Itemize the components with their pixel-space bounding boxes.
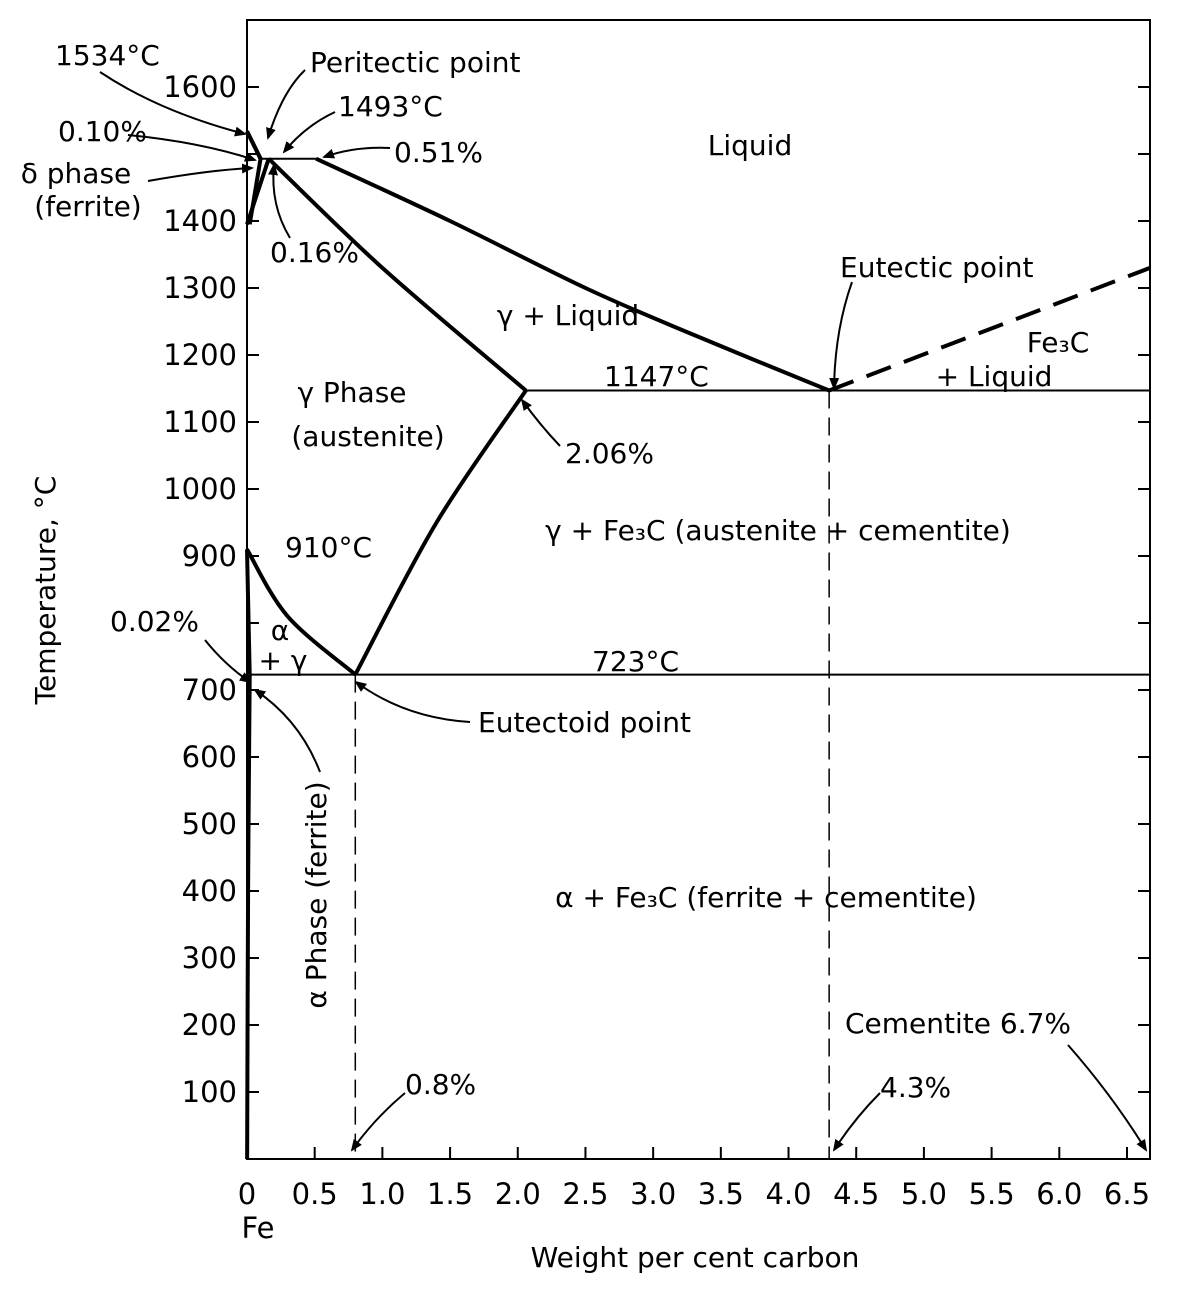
y-axis-title: Temperature, °C — [29, 476, 62, 706]
x-tick-label: 3.5 — [698, 1177, 744, 1211]
curve-delta-solidus — [245, 130, 263, 160]
annotation-arrows — [99, 69, 1148, 1152]
temp-910-label: 910°C — [285, 531, 372, 564]
y-tick-label: 1000 — [163, 472, 237, 506]
alpha-phase-region-label: α Phase (ferrite) — [300, 781, 333, 1008]
temp-1534-label: 1534°C — [55, 39, 160, 72]
pct-051-label: 0.51% — [394, 136, 483, 169]
liquid-region-label: Liquid — [708, 129, 792, 162]
fe3c-liquid-region-label-line2: + Liquid — [936, 360, 1053, 393]
y-tick-label: 1600 — [163, 70, 237, 104]
curve-a3 — [245, 548, 357, 677]
eutectoid-point-label: Eutectoid point — [478, 706, 691, 739]
eutectic-point-label: Eutectic point — [840, 251, 1034, 284]
x-tick-label: 6.5 — [1104, 1177, 1150, 1211]
alpha-gamma-region-label-line2: + γ — [259, 644, 308, 677]
gamma-liquid-region-label: γ + Liquid — [497, 299, 639, 332]
y-tick-label: 700 — [182, 673, 237, 707]
arrow-eutectoid — [354, 680, 471, 723]
x-tick-label: 5.0 — [901, 1177, 947, 1211]
arrow-08 — [350, 1092, 406, 1152]
pct-002-label: 0.02% — [110, 605, 199, 638]
arrow-peritectic — [266, 69, 306, 140]
arrow-delta — [147, 163, 254, 182]
gamma-phase-region-label-line1: γ Phase — [297, 376, 406, 409]
pct-010-label: 0.10% — [58, 115, 147, 148]
x-axis-title: Weight per cent carbon — [531, 1241, 860, 1274]
temp-723-label: 723°C — [592, 645, 679, 678]
x-tick-label: 4.5 — [833, 1177, 879, 1211]
x-tick-label: 1.5 — [427, 1177, 473, 1211]
curve-delta-gamma-lower — [245, 158, 271, 225]
arrow-1534 — [99, 71, 247, 137]
y-tick-label: 100 — [182, 1075, 237, 1109]
tick-labels: 0 0.5 1.0 1.5 2.0 2.5 3.0 3.5 4.0 4.5 5.0 5.5 6.0 6.5… — [163, 70, 1150, 1211]
curve-alpha-gamma-left — [245, 549, 252, 675]
y-tick-label: 1400 — [163, 204, 237, 238]
delta-phase-region-label-line1: δ phase — [21, 157, 132, 190]
alpha-fe3c-region-label: α + Fe₃C (ferrite + cementite) — [555, 881, 977, 914]
gamma-fe3c-region-label: γ + Fe₃C (austenite + cementite) — [545, 514, 1011, 547]
cementite-label: Cementite 6.7% — [845, 1007, 1071, 1040]
y-tick-label: 1100 — [163, 405, 237, 439]
arrow-016 — [268, 163, 291, 239]
arrow-cementite — [1067, 1044, 1148, 1152]
arrow-1493 — [282, 111, 336, 154]
temp-1493-label: 1493°C — [338, 90, 443, 123]
y-tick-label: 500 — [182, 807, 237, 841]
phase-boundaries — [245, 130, 1151, 1160]
arrow-43 — [832, 1092, 881, 1152]
pct-016-label: 0.16% — [270, 236, 359, 269]
y-tick-label: 1300 — [163, 271, 237, 305]
y-tick-label: 900 — [182, 539, 237, 573]
temp-1147-label: 1147°C — [604, 360, 709, 393]
peritectic-point-label: Peritectic point — [310, 46, 520, 79]
pct-206-label: 2.06% — [565, 437, 654, 470]
arrow-002 — [204, 639, 252, 684]
pct-08-label: 0.8% — [405, 1068, 476, 1101]
curve-austenite-solidus — [267, 157, 528, 393]
x-tick-label: 6.0 — [1036, 1177, 1082, 1211]
arrow-051 — [322, 146, 391, 159]
axis-ticks — [246, 86, 1150, 1159]
gamma-phase-region-label-line2: (austenite) — [291, 420, 444, 453]
x-tick-label: 1.0 — [359, 1177, 405, 1211]
y-tick-label: 300 — [182, 941, 237, 975]
x-tick-label: 4.0 — [765, 1177, 811, 1211]
pct-43-label: 4.3% — [880, 1071, 951, 1104]
alpha-gamma-region-label-line1: α — [271, 614, 289, 647]
curve-ferrite-solvus — [245, 674, 252, 1160]
x-tick-label: 5.5 — [969, 1177, 1015, 1211]
y-tick-label: 600 — [182, 740, 237, 774]
x-tick-label: 0 — [238, 1177, 256, 1211]
arrow-ferrite — [253, 688, 321, 773]
y-tick-label: 1200 — [163, 338, 237, 372]
y-tick-label: 200 — [182, 1008, 237, 1042]
arrow-206 — [520, 398, 561, 447]
curve-liquidus-fe3c — [828, 266, 1151, 393]
delta-phase-region-label-line2: (ferrite) — [34, 190, 141, 223]
curve-acm — [353, 389, 528, 676]
x-tick-label: 2.5 — [562, 1177, 608, 1211]
fe3c-liquid-region-label-line1: Fe₃C — [1027, 326, 1090, 359]
x-tick-label: 0.5 — [292, 1177, 338, 1211]
curve-liquidus — [315, 156, 830, 393]
arrow-eutectic — [829, 281, 853, 390]
y-tick-label: 400 — [182, 874, 237, 908]
arrow-010 — [127, 134, 257, 162]
fe-origin-label: Fe — [242, 1211, 275, 1245]
x-tick-label: 2.0 — [495, 1177, 541, 1211]
x-tick-label: 3.0 — [630, 1177, 676, 1211]
